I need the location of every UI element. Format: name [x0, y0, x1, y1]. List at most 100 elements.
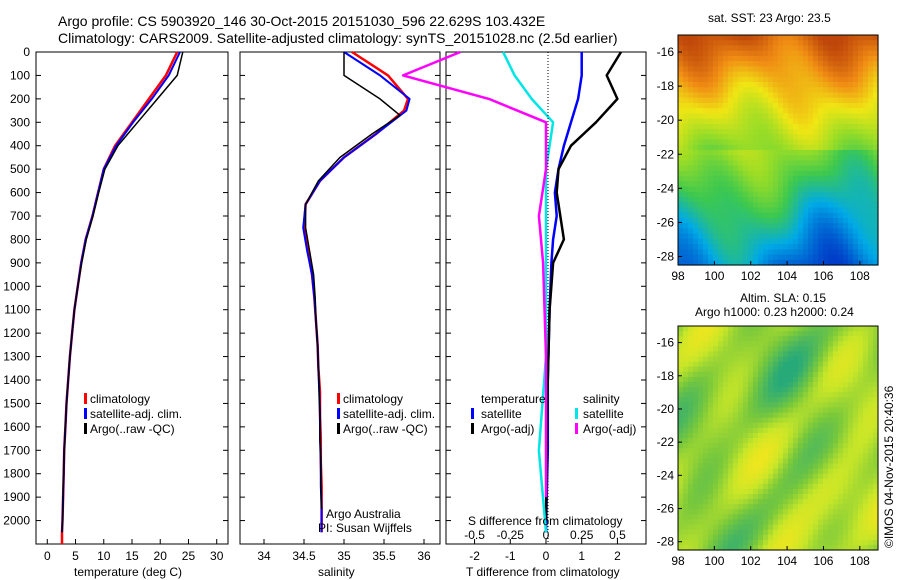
heatmap-cell [798, 494, 804, 500]
heatmap-cell [858, 417, 864, 424]
heatmap-cell [813, 139, 819, 146]
heatmap-cell [818, 66, 824, 73]
heatmap-cell [743, 202, 749, 209]
heatmap-cell [778, 244, 784, 250]
heatmap-cell [773, 55, 779, 62]
heatmap-cell [748, 417, 754, 424]
heatmap-cell [733, 473, 739, 480]
heatmap-cell [803, 61, 809, 67]
heatmap-cell [768, 432, 774, 439]
heatmap-cell [783, 35, 789, 41]
heatmap-cell [848, 202, 854, 209]
heatmap-cell [813, 326, 819, 332]
heatmap-cell [873, 361, 879, 368]
heatmap-cell [693, 76, 699, 83]
heatmap-cell [778, 228, 784, 235]
heatmap-cell [788, 144, 794, 151]
heatmap-cell [758, 35, 764, 41]
heatmap-cell [868, 259, 874, 266]
heatmap-cell [838, 191, 844, 198]
heatmap-cell [798, 539, 804, 546]
heatmap-cell [728, 407, 734, 414]
heatmap-cell [873, 61, 879, 67]
heatmap-cell [848, 254, 854, 261]
heatmap-cell [823, 217, 829, 224]
heatmap-cell [688, 71, 694, 78]
series-line-climatology [302, 50, 410, 533]
heatmap-cell [858, 259, 864, 266]
heatmap-cell [758, 181, 764, 188]
heatmap-cell [793, 61, 799, 67]
heatmap-cell [753, 144, 759, 151]
heatmap-cell [838, 108, 844, 115]
heatmap-cell [743, 244, 749, 250]
heatmap-cell [813, 382, 819, 388]
heatmap-cell [773, 92, 779, 99]
heatmap-cell [748, 66, 754, 73]
heatmap-cell [823, 170, 829, 177]
credit-institution: Argo Australia [326, 507, 401, 521]
heatmap-cell [768, 544, 774, 551]
heatmap-cell [688, 382, 694, 388]
heatmap-cell [823, 254, 829, 261]
heatmap-cell [828, 326, 834, 332]
heatmap-cell [853, 202, 859, 209]
heatmap-cell [693, 336, 699, 342]
heatmap-cell [848, 223, 854, 230]
heatmap-cell [743, 422, 749, 429]
heatmap-cell [713, 45, 719, 52]
heatmap-cell [808, 45, 814, 52]
heatmap-cell [698, 139, 704, 146]
heatmap-cell [723, 61, 729, 67]
heatmap-cell [833, 356, 839, 363]
heatmap-cell [758, 249, 764, 256]
heatmap-cell [828, 529, 834, 536]
heatmap-cell [828, 524, 834, 531]
heatmap-cell [763, 366, 769, 373]
heatmap-cell [723, 453, 729, 459]
heatmap-cell [723, 331, 729, 337]
heatmap-cell [818, 478, 824, 485]
heatmap-cell [678, 407, 684, 414]
heatmap-cell [748, 448, 754, 454]
heatmap-cell [778, 202, 784, 209]
heatmap-cell [713, 534, 719, 541]
heatmap-cell [838, 483, 844, 490]
heatmap-cell [798, 228, 804, 235]
heatmap-cell [823, 45, 829, 52]
heatmap-cell [733, 223, 739, 230]
heatmap-cell [783, 254, 789, 261]
heatmap-cell [713, 155, 719, 162]
heatmap-cell [873, 417, 879, 424]
heatmap-cell [743, 35, 749, 41]
heatmap-cell [848, 35, 854, 41]
heatmap-cell [708, 55, 714, 62]
map-x-tick-label: 108 [850, 269, 870, 283]
heatmap-cell [873, 509, 879, 515]
heatmap-cell [853, 223, 859, 230]
heatmap-cell [788, 448, 794, 454]
heatmap-cell [853, 361, 859, 368]
heatmap-cell [853, 387, 859, 393]
heatmap-cell [698, 366, 704, 373]
heatmap-cell [713, 61, 719, 67]
heatmap-cell [763, 438, 769, 444]
heatmap-cell [693, 524, 699, 531]
heatmap-cell [768, 407, 774, 414]
heatmap-cell [833, 71, 839, 78]
heatmap-cell [678, 244, 684, 250]
heatmap-cell [748, 478, 754, 485]
heatmap-cell [718, 544, 724, 551]
heatmap-cell [843, 499, 849, 505]
heatmap-cell [753, 514, 759, 521]
heatmap-cell [763, 509, 769, 515]
heatmap-cell [723, 488, 729, 495]
heatmap-cell [713, 176, 719, 182]
heatmap-cell [848, 181, 854, 188]
heatmap-cell [828, 509, 834, 515]
heatmap-cell [773, 427, 779, 434]
heatmap-cell [713, 50, 719, 57]
heatmap-cell [713, 118, 719, 125]
heatmap-cell [723, 207, 729, 214]
heatmap-cell [763, 417, 769, 424]
